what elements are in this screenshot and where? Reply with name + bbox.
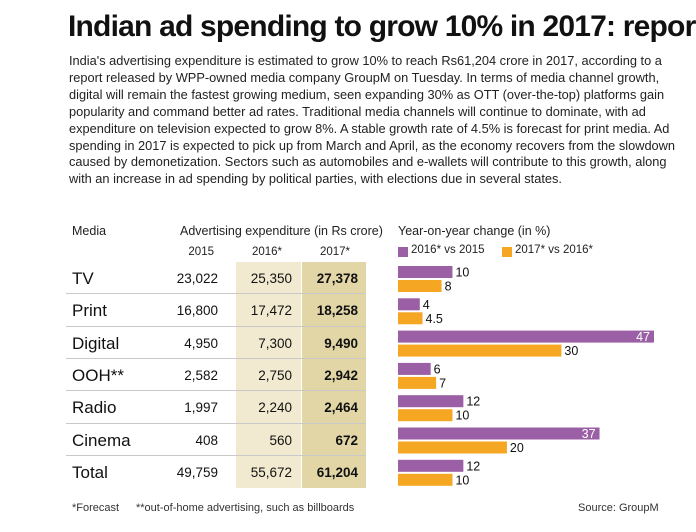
legend-label-2017: 2017* vs 2016* [515,244,594,256]
bar-2016-vs-2015-total [398,459,464,472]
spend-value-2015: 1,997 [184,400,218,416]
spend-value-2016: 2,240 [258,400,292,416]
spend-value-2017: 18,258 [316,303,358,319]
row-separator [66,293,366,295]
yoy-header: Year-on-year change (in %) [398,224,551,238]
bar-2016-vs-2015-tv [398,266,453,278]
col-2016-background [236,262,301,488]
bar-2017-vs-2016-total [398,473,453,486]
bar-value-label: 10 [455,266,469,280]
spend-value-2016: 55,672 [250,464,292,480]
spend-value-2017: 27,378 [316,271,358,286]
spend-value-2015: 16,800 [176,303,218,319]
bar-value-label: 12 [466,459,480,473]
legend-label-2016: 2016* vs 2015 [411,244,485,256]
spend-value-2017: 2,464 [324,400,358,416]
media-name: OOH** [72,365,124,385]
bar-value-label: 10 [455,473,469,487]
spend-value-2015: 4,950 [184,335,218,351]
col-2017-background [302,262,366,488]
bar-2016-vs-2015-radio [398,395,464,408]
bar-2017-vs-2016-tv [398,280,442,292]
spend-value-2016: 2,750 [258,367,292,383]
bar-value-label: 7 [439,376,446,390]
bar-value-label: 30 [564,344,578,358]
bar-2016-vs-2015-print [398,298,420,311]
source-note: Source: GroupM [578,502,659,514]
bar-value-label: 6 [434,362,441,376]
bar-2016-vs-2015-cinema [398,427,600,440]
ooh-note: **out-of-home advertising, such as billb… [136,502,355,514]
bar-2017-vs-2016-digital [398,344,562,357]
spend-value-2016: 17,472 [250,303,292,319]
article-text: India's advertising expenditure is estim… [69,53,676,187]
bar-2016-vs-2015-ooh [398,362,431,375]
spend-header: Advertising expenditure (in Rs crore) [180,224,383,238]
bar-value-label: 20 [510,441,524,455]
spend-value-2017: 672 [335,432,358,448]
spend-value-2015: 49,759 [176,464,218,480]
bar-value-label: 10 [455,409,469,423]
media-name: Print [72,301,107,321]
page-title: Indian ad spending to grow 10% in 2017: … [68,10,696,43]
media-name: Digital [72,333,120,353]
spend-value-2015: 23,022 [176,271,218,286]
media-header: Media [72,224,107,238]
media-name: TV [72,269,94,288]
year-2015: 2015 [188,246,214,258]
bar-value-label: 4.5 [426,312,443,326]
spend-value-2016: 7,300 [258,335,292,351]
bar-2017-vs-2016-cinema [398,441,507,454]
spend-value-2017: 9,490 [324,335,358,351]
bar-value-label: 47 [636,330,650,344]
spend-value-2017: 2,942 [324,367,358,383]
spend-value-2016: 560 [269,432,292,448]
media-name: Radio [72,398,117,418]
bar-value-label: 37 [582,427,596,441]
bar-2017-vs-2016-radio [398,409,453,422]
bar-2017-vs-2016-print [398,312,423,325]
bar-2017-vs-2016-ooh [398,376,437,389]
row-separator [66,422,366,424]
legend-swatch-2017 [502,247,512,257]
year-2017: 2017* [319,246,350,258]
legend-swatch-2016 [398,247,408,257]
row-separator [66,390,366,392]
spend-value-2015: 408 [195,432,218,448]
row-separator [66,357,366,359]
spend-value-2015: 2,582 [184,367,218,383]
row-separator [66,325,366,327]
bar-2016-vs-2015-digital [398,330,654,343]
year-2016: 2016* [251,246,282,258]
bar-value-label: 8 [445,280,452,294]
bar-value-label: 4 [423,298,430,312]
media-name: Total [72,462,108,482]
spend-value-2016: 25,350 [250,271,292,286]
row-separator [66,454,366,456]
bar-value-label: 12 [466,395,480,409]
forecast-note: *Forecast [72,502,120,514]
media-name: Cinema [72,430,131,450]
spend-value-2017: 61,204 [316,464,358,480]
